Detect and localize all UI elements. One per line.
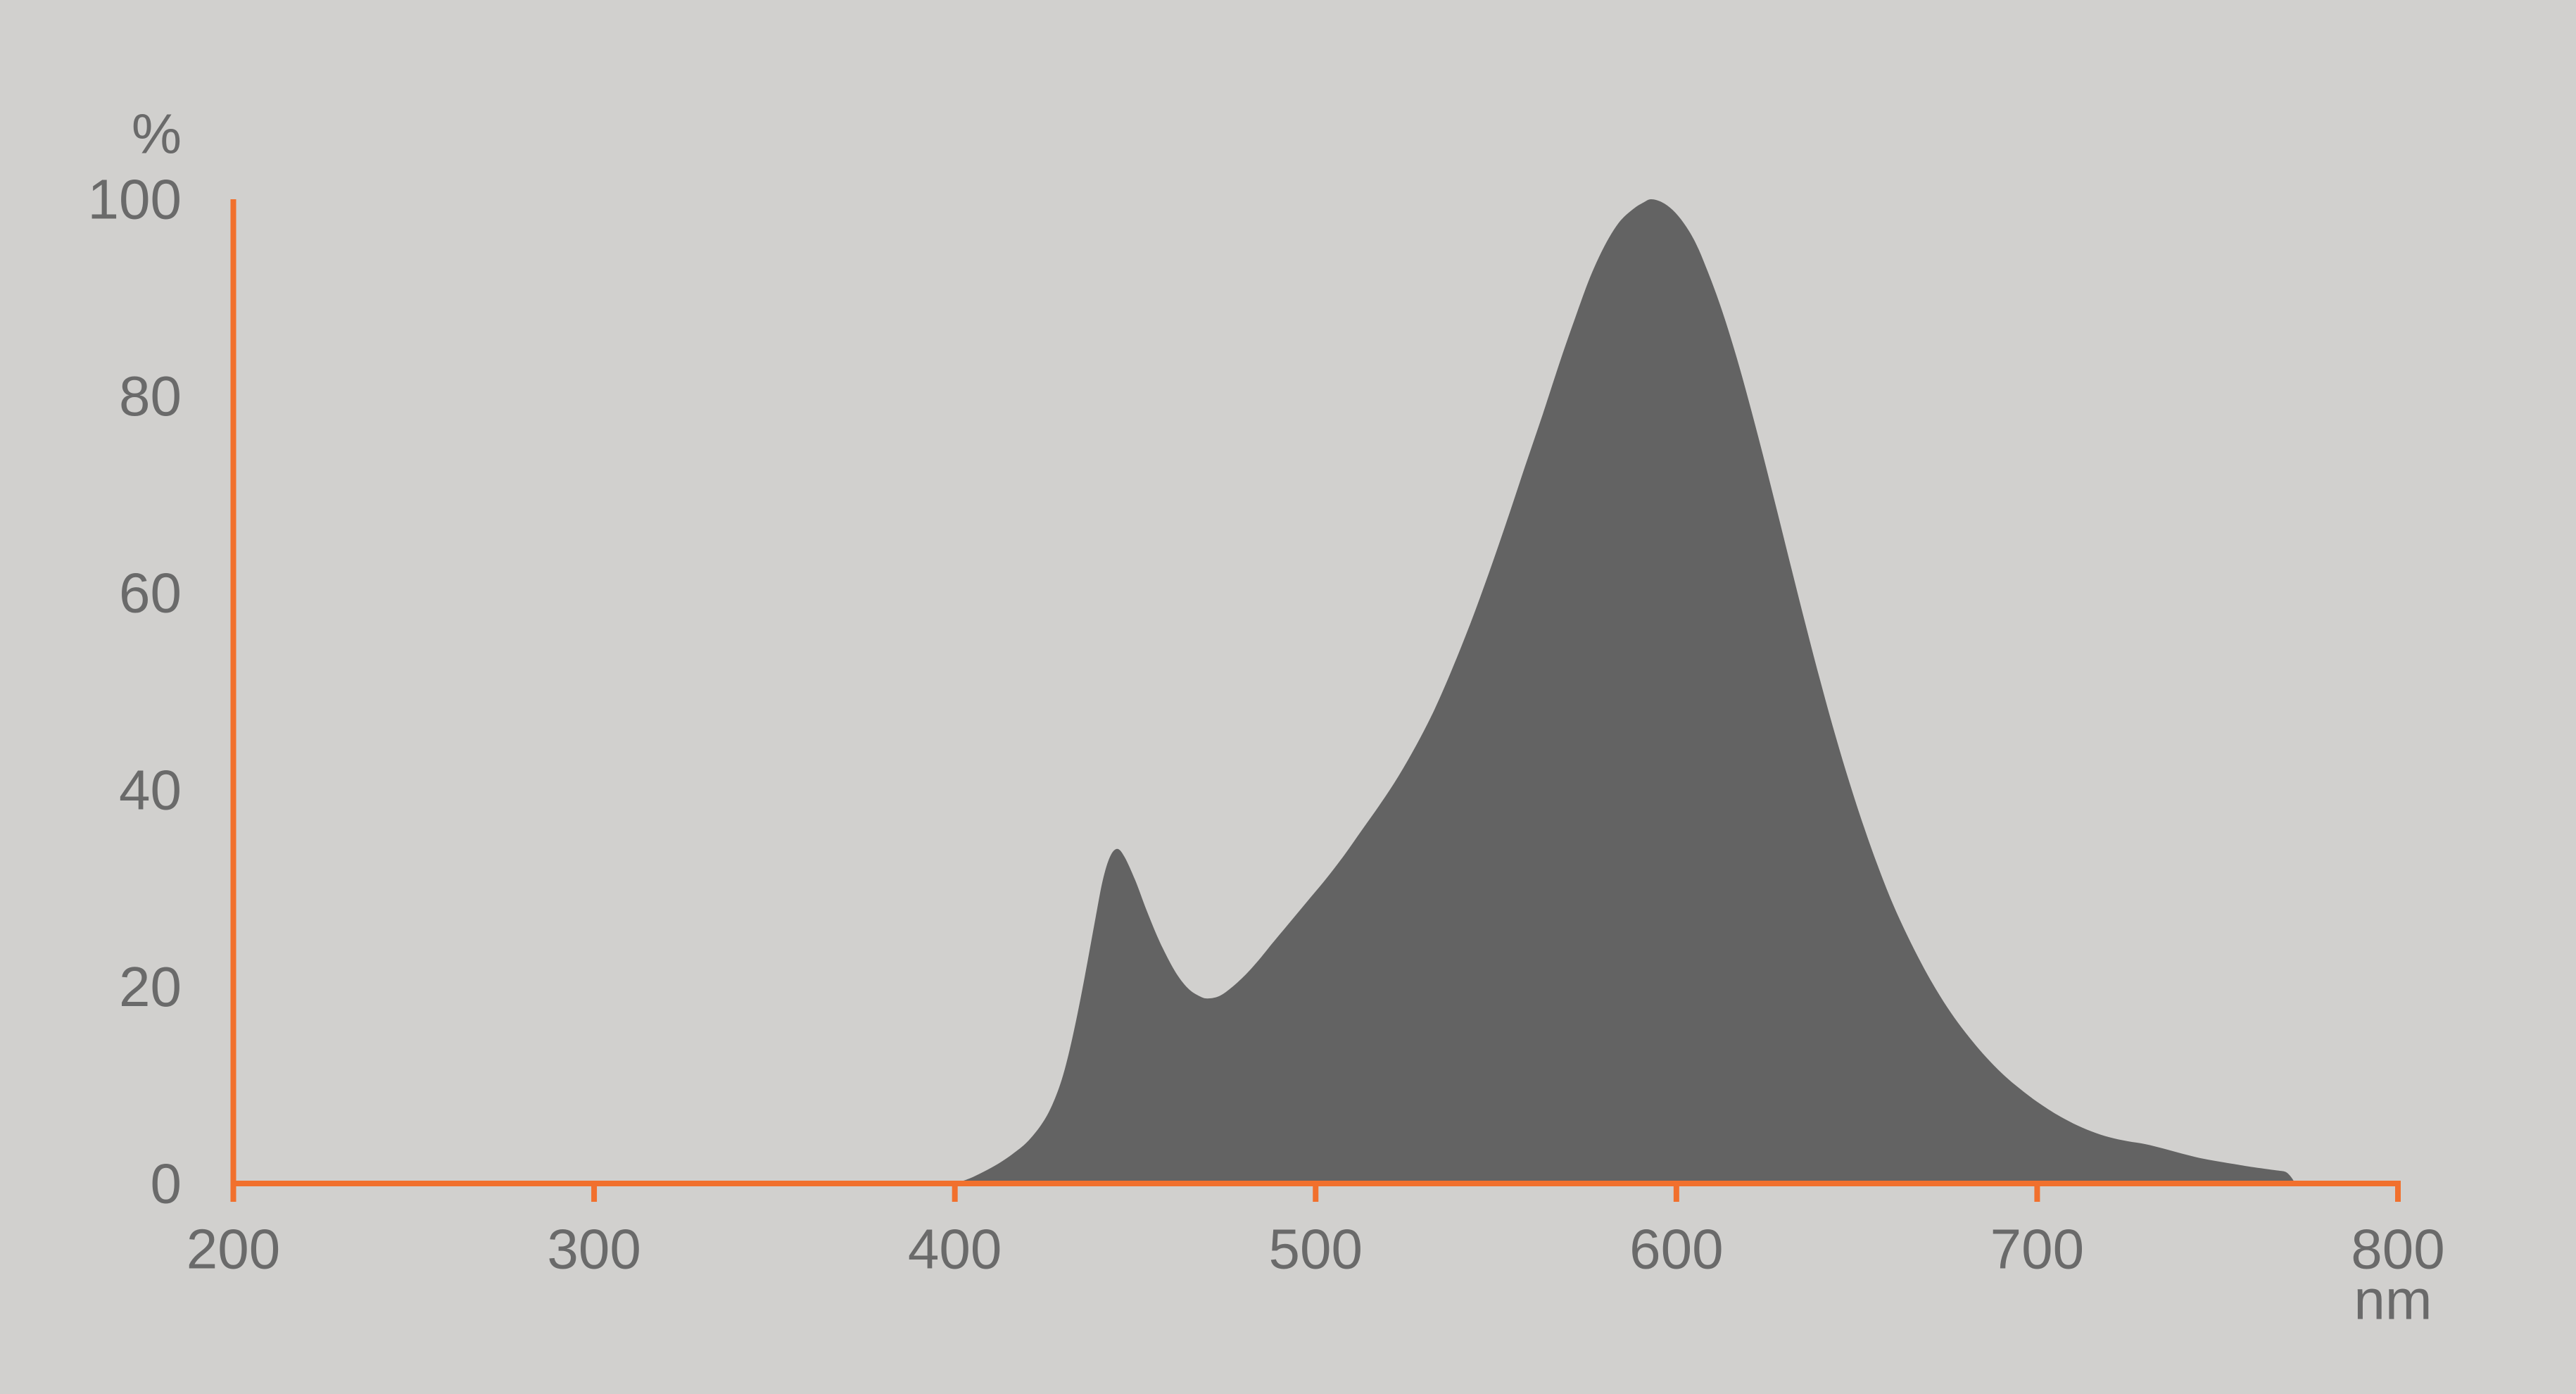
- x-tick-label-800: 800: [2351, 1218, 2444, 1281]
- spectrum-area: [954, 199, 2295, 1183]
- x-axis-unit-label: nm: [2354, 1269, 2432, 1331]
- y-axis-unit-label: %: [132, 103, 182, 165]
- y-tick-label-60: 60: [119, 562, 182, 624]
- y-tick-label-100: 100: [88, 168, 182, 231]
- y-tick-label-20: 20: [119, 955, 182, 1018]
- x-tick-label-400: 400: [908, 1218, 1002, 1281]
- x-tick-label-700: 700: [1990, 1218, 2084, 1281]
- x-tick-label-200: 200: [187, 1218, 280, 1281]
- x-tick-label-300: 300: [547, 1218, 640, 1281]
- y-tick-label-0: 0: [151, 1153, 182, 1215]
- axes: [230, 199, 2401, 1202]
- y-tick-label-40: 40: [119, 758, 182, 821]
- x-tick-label-500: 500: [1269, 1218, 1363, 1281]
- x-tick-label-600: 600: [1629, 1218, 1723, 1281]
- y-tick-label-80: 80: [119, 365, 182, 427]
